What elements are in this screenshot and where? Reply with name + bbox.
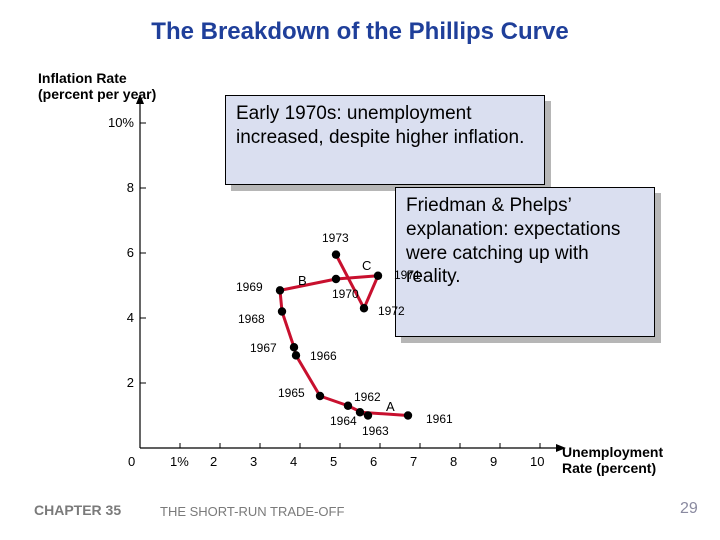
callout-friedman-phelps: Friedman & Phelps’ explanation: expectat… bbox=[395, 187, 655, 337]
x-tick-label: 5 bbox=[330, 454, 337, 469]
point-annotation: B bbox=[298, 273, 307, 288]
point-annotation: A bbox=[386, 399, 395, 414]
x-tick-label: 9 bbox=[490, 454, 497, 469]
callout-early-1970s: Early 1970s: unemployment increased, des… bbox=[225, 95, 545, 185]
year-label: 1965 bbox=[278, 386, 305, 400]
x-tick-label: 4 bbox=[290, 454, 297, 469]
chapter-subtitle: THE SHORT-RUN TRADE-OFF bbox=[160, 504, 344, 519]
x-tick-label: 1% bbox=[170, 454, 189, 469]
x-tick-label: 3 bbox=[250, 454, 257, 469]
y-tick-label: 8 bbox=[100, 180, 134, 195]
page-number: 29 bbox=[680, 500, 698, 518]
x-axis-label-line1: Unemployment bbox=[562, 444, 663, 460]
year-label: 1964 bbox=[330, 414, 357, 428]
year-label: 1968 bbox=[238, 312, 265, 326]
y-tick-label: 10% bbox=[100, 115, 134, 130]
x-axis-label-line2: Rate (percent) bbox=[562, 460, 663, 476]
y-tick-label: 6 bbox=[100, 245, 134, 260]
year-label: 1963 bbox=[362, 424, 389, 438]
year-label: 1970 bbox=[332, 287, 359, 301]
y-tick-label: 2 bbox=[100, 375, 134, 390]
chapter-label: CHAPTER 35 bbox=[34, 502, 121, 518]
year-label: 1961 bbox=[426, 412, 453, 426]
year-label: 1971 bbox=[394, 268, 421, 282]
year-label: 1973 bbox=[322, 231, 349, 245]
year-label: 1966 bbox=[310, 349, 337, 363]
year-label: 1972 bbox=[378, 304, 405, 318]
x-tick-label: 0 bbox=[128, 454, 135, 469]
year-label: 1962 bbox=[354, 390, 381, 404]
x-tick-label: 10 bbox=[530, 454, 544, 469]
year-label: 1967 bbox=[250, 341, 277, 355]
x-axis-label: Unemployment Rate (percent) bbox=[562, 444, 663, 476]
point-annotation: C bbox=[362, 258, 371, 273]
x-tick-label: 2 bbox=[210, 454, 217, 469]
x-tick-label: 8 bbox=[450, 454, 457, 469]
x-tick-label: 6 bbox=[370, 454, 377, 469]
x-tick-label: 7 bbox=[410, 454, 417, 469]
chapter-number: CHAPTER 35 bbox=[34, 502, 121, 518]
year-label: 1969 bbox=[236, 280, 263, 294]
y-tick-label: 4 bbox=[100, 310, 134, 325]
